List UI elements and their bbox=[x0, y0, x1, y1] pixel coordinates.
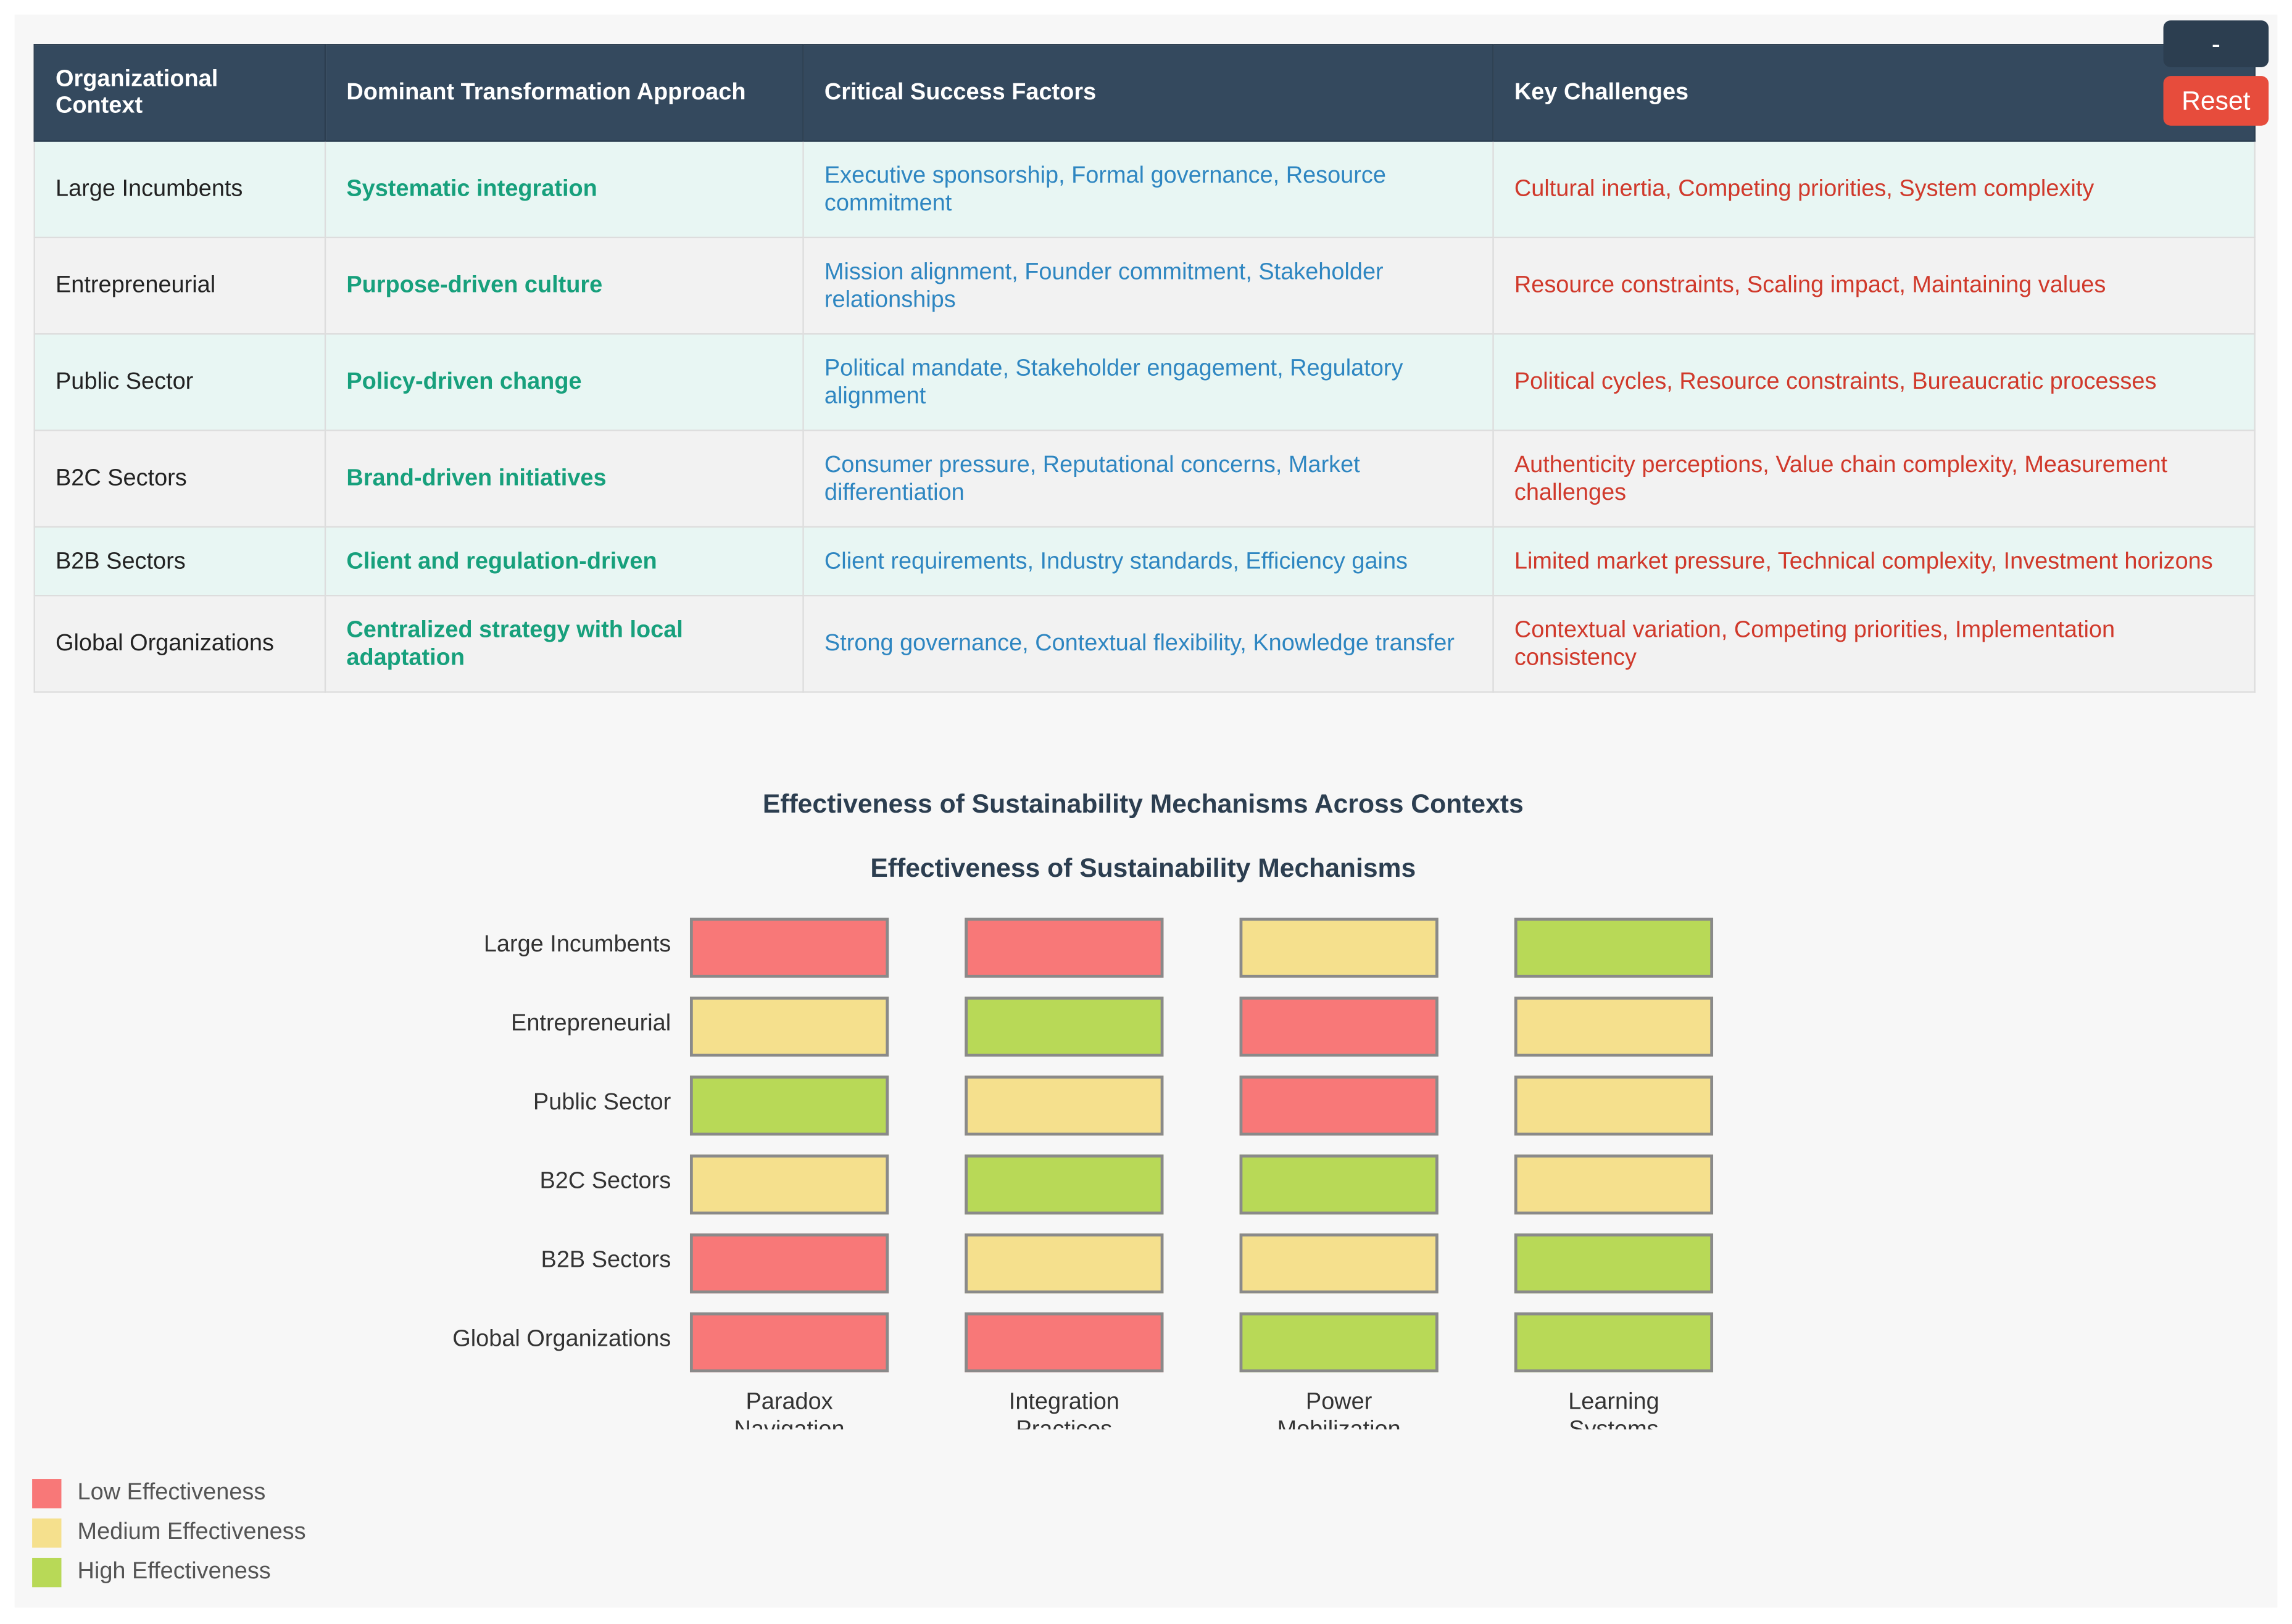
column-header: Organizational Context bbox=[33, 44, 326, 142]
table-cell: Entrepreneurial bbox=[33, 236, 326, 335]
table-cell: Systematic integration bbox=[324, 140, 804, 239]
heatmap-cell bbox=[1239, 996, 1439, 1057]
header-row: Organizational Context Dominant Transform… bbox=[33, 44, 2256, 142]
table-cell: Centralized strategy with local adaptati… bbox=[324, 595, 804, 693]
heatmap-cell bbox=[965, 1154, 1164, 1215]
table-row: Entrepreneurial Purpose-driven culture Mis… bbox=[33, 236, 2256, 335]
heatmap-cell bbox=[689, 1233, 889, 1294]
heatmap-title: Effectiveness of Sustainability Mechanis… bbox=[762, 789, 1524, 819]
table-cell: Strong governance, Contextual flexibilit… bbox=[802, 595, 1494, 693]
collapse-button[interactable]: - bbox=[2163, 20, 2269, 67]
heatmap-cell bbox=[1239, 1075, 1439, 1136]
table-cell: Purpose-driven culture bbox=[324, 236, 804, 335]
table-row: B2C Sectors Brand-driven initiatives Consu… bbox=[33, 429, 2256, 528]
heatmap-cell bbox=[689, 996, 889, 1057]
legend-label: Low Effectiveness bbox=[77, 1480, 266, 1506]
row-label: Global Organizations bbox=[452, 1327, 671, 1352]
column-label: Power Mobilization bbox=[1277, 1390, 1401, 1430]
heatmap-cell bbox=[965, 996, 1164, 1057]
reset-button[interactable]: Reset bbox=[2163, 76, 2269, 126]
table-cell: Brand-driven initiatives bbox=[324, 429, 804, 528]
heatmap-cell bbox=[1514, 1312, 1714, 1373]
heatmap-cell bbox=[965, 1075, 1164, 1136]
heatmap-cell bbox=[965, 1312, 1164, 1373]
heatmap-subtitle: Effectiveness of Sustainability Mechanis… bbox=[870, 853, 1416, 883]
table-cell: Client and regulation-driven bbox=[324, 526, 804, 597]
column-label: Integration Practices bbox=[1008, 1390, 1119, 1430]
table-cell: Public Sector bbox=[33, 333, 326, 431]
table-row: Large Incumbents Systematic integration Ex… bbox=[33, 140, 2256, 239]
table-cell: Global Organizations bbox=[33, 595, 326, 693]
heatmap-cell bbox=[1514, 1154, 1714, 1215]
row-label: Entrepreneurial bbox=[511, 1011, 671, 1037]
table-cell: B2C Sectors bbox=[33, 429, 326, 528]
heatmap-cell bbox=[1514, 918, 1714, 978]
table-row: Global Organizations Centralized strategy… bbox=[33, 595, 2256, 693]
column-header: Dominant Transformation Approach bbox=[324, 44, 804, 142]
heatmap-cell bbox=[1239, 1154, 1439, 1215]
table-row: B2B Sectors Client and regulation-driven C… bbox=[33, 526, 2256, 597]
heatmap-cell bbox=[689, 918, 889, 978]
heatmap-cell bbox=[1239, 1312, 1439, 1373]
table-cell: B2B Sectors bbox=[33, 526, 326, 597]
heatmap-cell bbox=[1514, 1075, 1714, 1136]
legend-label: High Effectiveness bbox=[77, 1559, 271, 1585]
row-label: B2B Sectors bbox=[541, 1248, 671, 1274]
table-cell: Authenticity perceptions, Value chain co… bbox=[1492, 429, 2256, 528]
heatmap-cell bbox=[1239, 1233, 1439, 1294]
heatmap-cell bbox=[965, 918, 1164, 978]
row-label: B2C Sectors bbox=[539, 1169, 671, 1195]
row-label: Public Sector bbox=[533, 1090, 671, 1116]
column-header: Critical Success Factors bbox=[802, 44, 1494, 142]
table-cell: Cultural inertia, Competing priorities, … bbox=[1492, 140, 2256, 239]
table-cell: Resource constraints, Scaling impact, Ma… bbox=[1492, 236, 2256, 335]
heatmap-cell bbox=[965, 1233, 1164, 1294]
heatmap-cell bbox=[689, 1075, 889, 1136]
comparison-table: Organizational Context Dominant Transform… bbox=[33, 44, 2256, 693]
table-row: Public Sector Policy-driven change Politic… bbox=[33, 333, 2256, 431]
table-cell: Client requirements, Industry standards,… bbox=[802, 526, 1494, 597]
table-cell: Large Incumbents bbox=[33, 140, 326, 239]
table-cell: Mission alignment, Founder commitment, S… bbox=[802, 236, 1494, 335]
heatmap-cell bbox=[1514, 996, 1714, 1057]
heatmap-cell bbox=[1514, 1233, 1714, 1294]
table-cell: Executive sponsorship, Formal governance… bbox=[802, 140, 1494, 239]
table-cell: Contextual variation, Competing prioriti… bbox=[1492, 595, 2256, 693]
table-cell: Political mandate, Stakeholder engagemen… bbox=[802, 333, 1494, 431]
column-label: Learning Systems bbox=[1568, 1390, 1659, 1430]
heatmap-cell bbox=[689, 1154, 889, 1215]
table-cell: Policy-driven change bbox=[324, 333, 804, 431]
heatmap-cell bbox=[689, 1312, 889, 1373]
table-cell: Limited market pressure, Technical compl… bbox=[1492, 526, 2256, 597]
column-header: Key Challenges bbox=[1492, 44, 2256, 142]
legend-label: Medium Effectiveness bbox=[77, 1520, 306, 1545]
heatmap-cell bbox=[1239, 918, 1439, 978]
legend-swatch bbox=[32, 1518, 62, 1548]
legend-swatch bbox=[32, 1479, 62, 1509]
table-cell: Consumer pressure, Reputational concerns… bbox=[802, 429, 1494, 528]
legend-swatch bbox=[32, 1557, 62, 1588]
row-label: Large Incumbents bbox=[483, 932, 671, 958]
table-cell: Political cycles, Resource constraints, … bbox=[1492, 333, 2256, 431]
column-label: Paradox Navigation bbox=[734, 1390, 844, 1430]
